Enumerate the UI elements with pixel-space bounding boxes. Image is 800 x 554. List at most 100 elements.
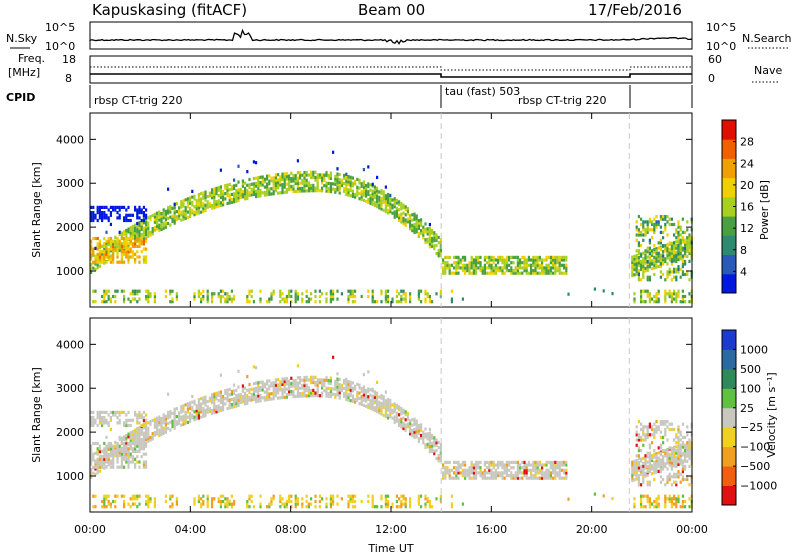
power-cell xyxy=(387,294,390,299)
velocity-cell xyxy=(237,385,240,389)
velocity-cell xyxy=(123,444,126,448)
power-cell xyxy=(679,251,682,256)
power-cell xyxy=(252,177,255,181)
velocity-cell xyxy=(167,392,170,396)
velocity-cell xyxy=(171,424,174,429)
power-cell xyxy=(464,258,467,262)
power-cell xyxy=(442,261,445,265)
power-cell xyxy=(153,225,156,230)
velocity-cell xyxy=(261,383,264,387)
power-cell xyxy=(180,210,183,214)
velocity-cell xyxy=(266,387,269,391)
velocity-cell xyxy=(644,494,647,498)
power-cell xyxy=(202,191,205,195)
power-cell xyxy=(125,247,128,251)
velocity-cell xyxy=(684,477,687,482)
power-cell xyxy=(329,176,332,180)
velocity-cell xyxy=(681,494,684,498)
velocity-cell xyxy=(349,388,352,392)
velocity-cell xyxy=(94,465,97,469)
power-cell xyxy=(483,258,486,262)
velocity-cell xyxy=(208,407,211,411)
velocity-cell xyxy=(554,476,557,480)
power-cell xyxy=(662,230,665,234)
power-cell xyxy=(670,292,673,296)
velocity-cell xyxy=(294,381,297,385)
power-cell xyxy=(101,216,104,220)
power-cell xyxy=(145,216,148,220)
velocity-cell xyxy=(648,502,651,506)
power-cell xyxy=(138,211,141,215)
power-cell xyxy=(367,192,370,196)
power-cell xyxy=(642,275,645,279)
power-cell xyxy=(279,180,282,184)
velocity-cell xyxy=(252,365,255,369)
velocity-cell xyxy=(648,483,651,487)
power-cell xyxy=(543,269,546,273)
velocity-cell xyxy=(118,418,121,422)
power-cell xyxy=(211,188,214,192)
power-cell xyxy=(233,200,236,204)
power-cell xyxy=(644,230,647,234)
power-cell xyxy=(101,218,104,223)
velocity-cell xyxy=(272,391,275,395)
power-cell xyxy=(186,199,189,204)
velocity-cell xyxy=(127,455,130,459)
velocity-cell xyxy=(547,460,550,464)
velocity-cell xyxy=(659,451,662,455)
velocity-cell xyxy=(123,502,126,506)
power-cell xyxy=(204,198,207,202)
velocity-cell xyxy=(523,463,526,467)
velocity-cell xyxy=(637,438,640,442)
velocity-cell xyxy=(116,460,119,464)
power-cell xyxy=(299,189,302,193)
velocity-cell xyxy=(147,429,150,433)
velocity-cell xyxy=(160,417,163,421)
power-cell xyxy=(347,175,350,179)
power-cell xyxy=(479,263,482,267)
power-cell xyxy=(109,260,112,264)
power-cell xyxy=(501,258,504,262)
power-cell xyxy=(94,255,97,259)
velocity-cell xyxy=(519,463,522,467)
velocity-cell xyxy=(354,494,357,498)
power-cell xyxy=(158,218,161,222)
power-cell xyxy=(384,289,387,293)
power-cell xyxy=(662,252,665,256)
power-cell xyxy=(483,263,486,267)
velocity-cell xyxy=(670,459,673,463)
power-cell xyxy=(197,206,200,210)
power-cell xyxy=(147,216,150,220)
power-cell xyxy=(147,229,150,233)
velocity-cell xyxy=(112,499,115,504)
power-cell xyxy=(301,186,304,190)
power-cell xyxy=(644,220,647,224)
velocity-cell xyxy=(356,393,359,397)
velocity-cell xyxy=(384,401,387,405)
velocity-cell xyxy=(259,399,262,403)
power-cell xyxy=(435,292,438,296)
velocity-cell xyxy=(142,452,145,456)
power-cell xyxy=(182,217,185,221)
power-cell xyxy=(164,225,167,229)
velocity-cell xyxy=(217,497,220,501)
power-cell xyxy=(184,198,187,202)
power-cell xyxy=(349,289,352,293)
power-cell xyxy=(233,184,236,188)
velocity-cell xyxy=(369,398,372,402)
power-cell xyxy=(494,269,497,273)
power-cell xyxy=(173,213,176,217)
velocity-cell xyxy=(450,505,453,509)
power-cell xyxy=(662,260,665,264)
velocity-cell xyxy=(107,463,110,467)
velocity-cell xyxy=(648,505,651,509)
power-cell xyxy=(402,206,405,210)
velocity-cell xyxy=(666,425,669,429)
power-cell xyxy=(543,258,546,262)
velocity-cell xyxy=(404,426,407,430)
power-cell xyxy=(684,249,687,253)
power-cell xyxy=(274,178,277,182)
velocity-cell xyxy=(486,460,489,464)
velocity-cell xyxy=(382,403,385,407)
velocity-cell xyxy=(534,476,537,480)
